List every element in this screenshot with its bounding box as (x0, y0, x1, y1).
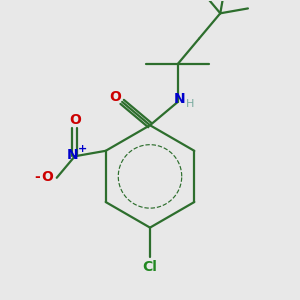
Text: +: + (77, 144, 87, 154)
Text: -: - (35, 170, 41, 184)
Text: O: O (41, 170, 53, 184)
Text: Cl: Cl (142, 260, 158, 274)
Text: H: H (186, 99, 195, 109)
Text: N: N (173, 92, 185, 106)
Text: N: N (66, 148, 78, 162)
Text: O: O (69, 113, 81, 127)
Text: O: O (109, 90, 121, 104)
